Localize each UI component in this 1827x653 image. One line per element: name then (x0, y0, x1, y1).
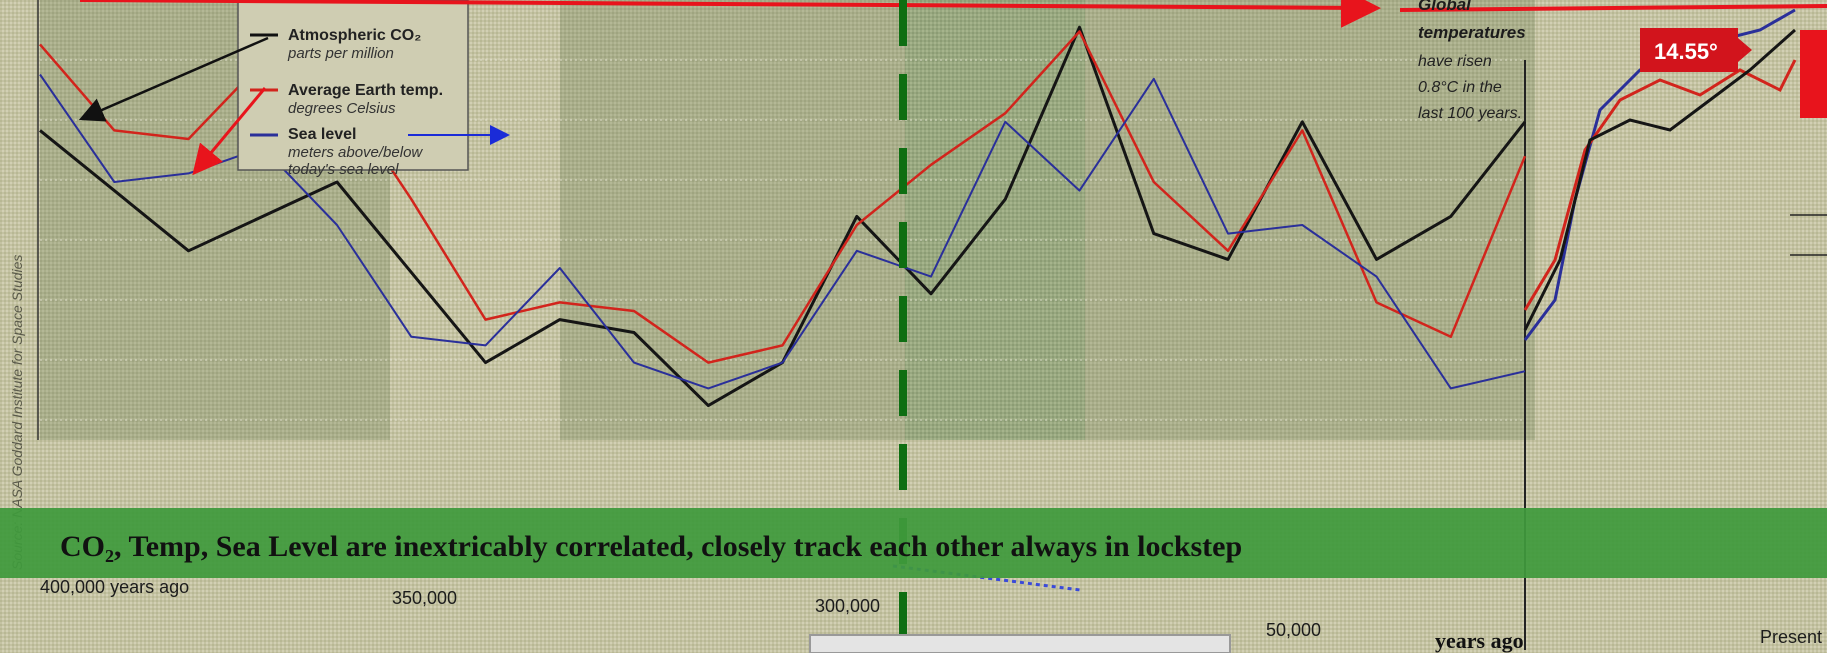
x-tick-400000: 400,000 years ago (40, 577, 189, 597)
x-axis-label: years ago (1435, 628, 1524, 653)
legend-temp-sub: degrees Celsius (288, 100, 396, 117)
arrow-co2 (78, 36, 269, 122)
x-tick-300000: 300,000 (815, 596, 880, 616)
annotation-line2: temperatures (1418, 23, 1526, 42)
series-layer (39, 8, 1797, 408)
arrow-temp (192, 87, 267, 176)
temp-badge (1640, 28, 1738, 72)
series-line-co2 (39, 25, 1527, 408)
modern-rise-line-1 (1523, 59, 1797, 311)
red-pointer-arrow (79, 0, 1381, 28)
temp-badge-text: 14.55° (1654, 39, 1718, 64)
legend-co2-title: Atmospheric CO₂ (288, 27, 421, 44)
legend-box (237, 0, 469, 171)
annotation-line1: Global (1418, 0, 1472, 14)
modern-rise-line-2 (1523, 28, 1796, 331)
legend-sea-title: Sea level (288, 126, 357, 143)
annotation-line3: have risen (1418, 53, 1492, 70)
glacial-band-2 (560, 0, 905, 440)
banner-text: CO₂, Temp, Sea Level are inextricably co… (60, 530, 1242, 563)
temp-badge-pointer (1738, 38, 1752, 62)
source-note: Source: NASA Goddard Institute for Space… (9, 255, 25, 570)
glacial-band-3 (905, 0, 1085, 440)
legend-temp-title: Average Earth temp. (288, 82, 443, 99)
legend-sea-sub2: today's sea level (288, 161, 399, 178)
annotation-line4: 0.8°C in the (1418, 79, 1502, 96)
caption-box (809, 634, 1231, 653)
series-line-sea-level (39, 73, 1526, 390)
cut-off-badge (1800, 30, 1827, 118)
banner (0, 508, 1827, 578)
legend-sea-sub1: meters above/below (288, 144, 423, 161)
x-tick-350000: 350,000 (392, 588, 457, 608)
glacial-band-4 (1085, 0, 1535, 440)
x-tick-present: Present (1760, 627, 1822, 647)
x-tick-50000: 50,000 (1266, 620, 1321, 640)
legend-co2-sub: parts per million (287, 45, 394, 62)
red-pointer-line (1399, 4, 1827, 12)
annotation-line5: last 100 years. (1418, 105, 1522, 122)
